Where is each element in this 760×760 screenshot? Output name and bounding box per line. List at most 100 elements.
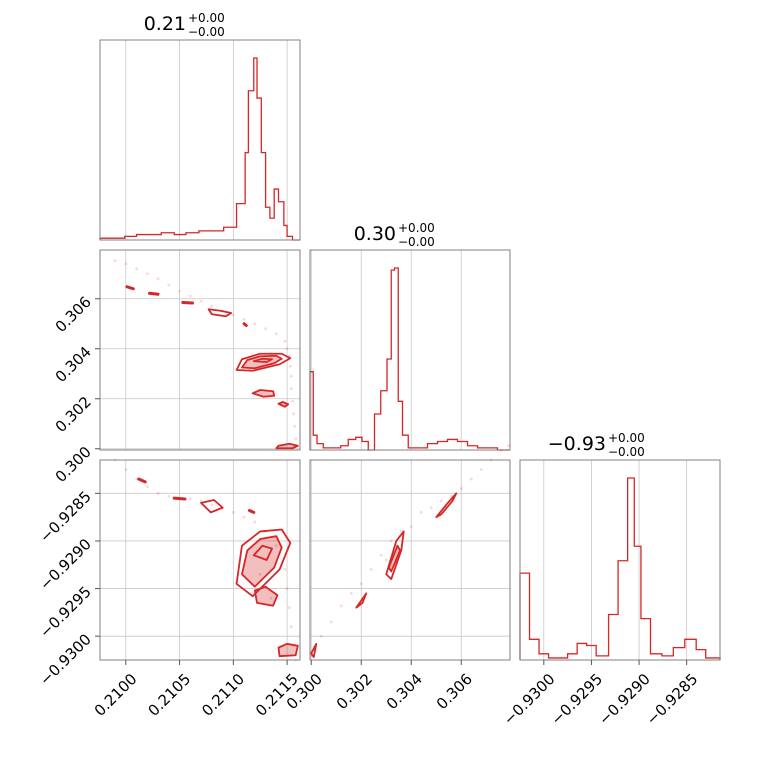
contour-line bbox=[387, 544, 401, 573]
hist-bin bbox=[641, 619, 651, 660]
scatter-point bbox=[289, 374, 293, 378]
contour-blob bbox=[242, 322, 248, 327]
hist-bin bbox=[530, 639, 540, 660]
scatter-point bbox=[167, 283, 171, 287]
panel-frame bbox=[99, 459, 301, 661]
scatter-point bbox=[199, 299, 203, 303]
param-title-minus-1: −0.00 bbox=[398, 235, 435, 249]
scatter-point bbox=[269, 596, 273, 600]
hist-bin bbox=[237, 204, 246, 240]
x-tick-label: 0.302 bbox=[333, 670, 376, 713]
scatter-point bbox=[124, 262, 128, 266]
scatter-point bbox=[399, 530, 403, 533]
scatter-point bbox=[188, 294, 192, 298]
scatter-point bbox=[359, 582, 363, 586]
scatter-point bbox=[384, 558, 388, 562]
scatter-point bbox=[499, 449, 503, 452]
scatter-point bbox=[253, 520, 257, 524]
contour-line bbox=[252, 357, 273, 363]
contour-line bbox=[435, 492, 458, 519]
scatter-point bbox=[135, 267, 138, 271]
hist-bin bbox=[356, 437, 362, 450]
scatter-point bbox=[156, 491, 160, 495]
scatter-point bbox=[292, 412, 295, 416]
y-tick-label: 0.306 bbox=[52, 293, 95, 336]
hist-bin bbox=[224, 227, 237, 240]
x-tick-label: −0.9290 bbox=[595, 670, 654, 729]
hist-bin bbox=[685, 639, 696, 660]
hist-bin bbox=[438, 442, 448, 450]
contour-line bbox=[200, 499, 224, 514]
histogram-step-line bbox=[309, 267, 510, 451]
x-tick-label: 0.304 bbox=[383, 670, 426, 713]
hist-bin bbox=[587, 646, 597, 660]
hist-bin bbox=[650, 654, 661, 660]
scatter-panel-0-2 bbox=[99, 458, 301, 662]
scatter-point bbox=[264, 327, 267, 331]
param-title-plus-0: +0.00 bbox=[188, 11, 225, 25]
hist-bin bbox=[199, 231, 212, 240]
hist-bin bbox=[628, 478, 635, 660]
contour-blob bbox=[125, 285, 135, 291]
panel-frame bbox=[309, 459, 511, 661]
histogram-step-line bbox=[519, 477, 721, 660]
x-tick-label: −0.9300 bbox=[500, 670, 559, 729]
y-tick-label: −0.9300 bbox=[36, 630, 95, 689]
contour-blob bbox=[137, 477, 147, 484]
panel-frame bbox=[99, 249, 301, 451]
y-tick-label: −0.9285 bbox=[36, 487, 95, 546]
param-title-minus-0: −0.00 bbox=[188, 25, 225, 39]
y-tick-label: −0.9295 bbox=[36, 583, 95, 642]
scatter-point bbox=[274, 544, 278, 548]
scatter-point bbox=[285, 347, 289, 351]
scatter-point bbox=[289, 387, 293, 391]
scatter-point bbox=[419, 510, 423, 514]
contour-line bbox=[310, 642, 318, 659]
hist-panel-0 bbox=[99, 39, 301, 241]
contour-line bbox=[275, 442, 299, 450]
scatter-point bbox=[167, 494, 171, 498]
hist-bin bbox=[362, 442, 368, 450]
scatter-point bbox=[135, 477, 138, 481]
contour-line bbox=[253, 585, 279, 607]
scatter-point bbox=[210, 503, 214, 507]
hist-bin bbox=[609, 615, 619, 661]
hist-bin bbox=[428, 444, 438, 450]
hist-bin bbox=[278, 202, 283, 240]
hist-bin bbox=[174, 235, 186, 240]
contour-line bbox=[277, 401, 290, 408]
hist-bin bbox=[348, 439, 356, 450]
contour-blob bbox=[247, 508, 256, 514]
param-title-minus-2: −0.00 bbox=[608, 445, 645, 459]
x-tick-label: 0.2100 bbox=[91, 670, 141, 720]
scatter-point bbox=[409, 525, 413, 529]
scatter-point bbox=[242, 515, 246, 519]
scatter-point bbox=[258, 572, 262, 576]
contour-blob bbox=[147, 291, 160, 296]
x-tick-label: 0.2110 bbox=[198, 670, 248, 720]
scatter-point bbox=[507, 444, 511, 448]
contour-line bbox=[385, 530, 405, 580]
contour-line bbox=[277, 642, 299, 658]
scatter-point bbox=[294, 437, 298, 441]
hist-bin bbox=[673, 648, 684, 660]
x-tick-label: 0.2105 bbox=[144, 670, 194, 720]
scatter-point bbox=[124, 468, 128, 471]
hist-bin bbox=[634, 546, 641, 660]
scatter-point bbox=[145, 485, 149, 489]
hist-bin bbox=[317, 444, 323, 450]
scatter-point bbox=[429, 506, 433, 510]
scatter-point bbox=[369, 568, 373, 571]
scatter-point bbox=[389, 539, 393, 543]
scatter-point bbox=[274, 332, 278, 336]
hist-bin bbox=[137, 235, 150, 240]
scatter-point bbox=[178, 289, 181, 293]
scatter-point bbox=[231, 510, 235, 514]
hist-bin bbox=[186, 233, 199, 240]
hist-bin bbox=[149, 235, 161, 240]
panel-frame bbox=[519, 459, 721, 661]
scatter-point bbox=[210, 304, 214, 308]
scatter-point bbox=[288, 364, 292, 368]
scatter-point bbox=[289, 625, 293, 629]
